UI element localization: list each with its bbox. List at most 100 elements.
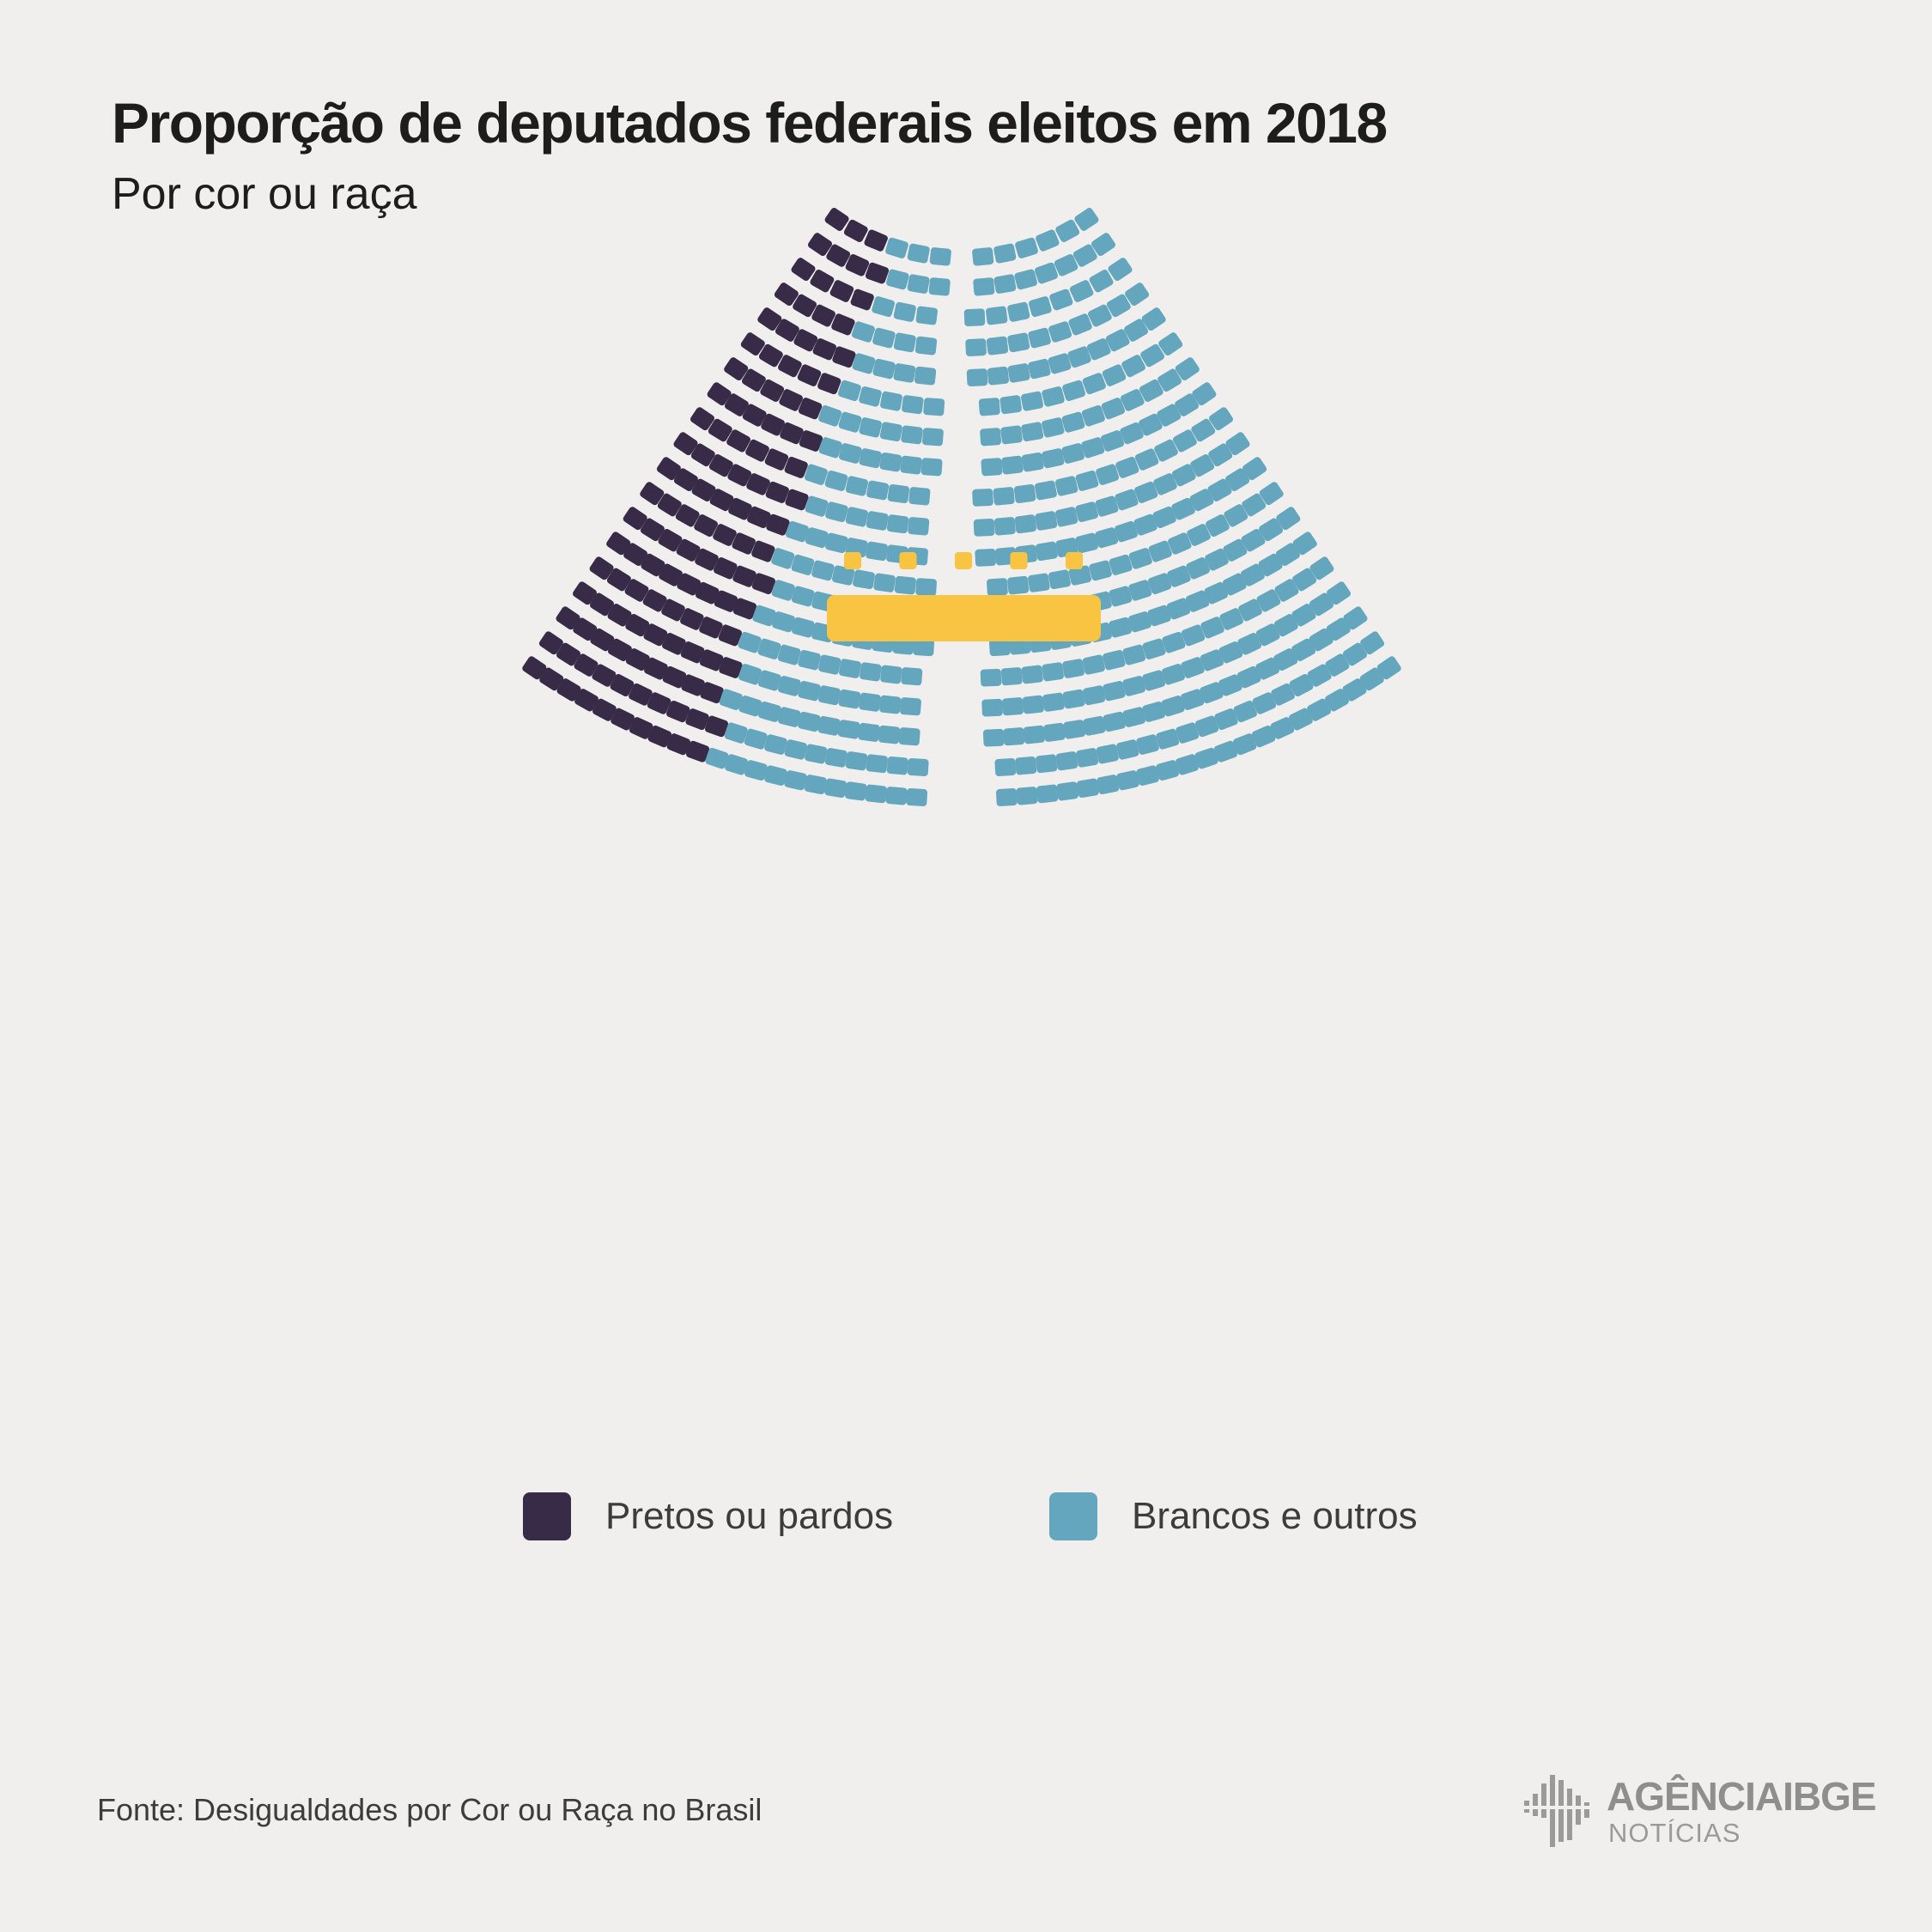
seat-pretos-ou-pardos: [691, 478, 716, 501]
seat-brancos-e-outros: [805, 495, 829, 517]
seat-brancos-e-outros: [1125, 283, 1150, 307]
seat-brancos-e-outros: [1189, 489, 1214, 512]
seat-brancos-e-outros: [1292, 532, 1317, 556]
seat-brancos-e-outros: [1007, 363, 1030, 383]
seat-brancos-e-outros: [824, 778, 848, 799]
seat-brancos-e-outros: [1054, 476, 1078, 496]
seat-brancos-e-outros: [1161, 696, 1185, 717]
seat-pretos-ou-pardos: [590, 592, 614, 617]
seat-brancos-e-outros: [880, 391, 902, 411]
seat-pretos-ou-pardos: [793, 294, 817, 318]
seat-pretos-ou-pardos: [643, 623, 668, 647]
seat-pretos-ou-pardos: [522, 656, 547, 680]
seat-brancos-e-outros: [1242, 493, 1267, 517]
seat-brancos-e-outros: [1162, 664, 1185, 685]
seat-pretos-ou-pardos: [699, 617, 723, 639]
seat-brancos-e-outros: [845, 751, 868, 771]
presiding-seat: [1010, 552, 1028, 569]
seat-pretos-ou-pardos: [766, 513, 790, 536]
seat-brancos-e-outros: [1134, 448, 1159, 471]
seat-pretos-ou-pardos: [732, 532, 756, 555]
seat-brancos-e-outros: [824, 748, 848, 768]
seat-pretos-ou-pardos: [699, 649, 724, 671]
seat-pretos-ou-pardos: [640, 482, 665, 506]
seat-brancos-e-outros: [817, 685, 841, 706]
seat-pretos-ou-pardos: [740, 332, 765, 356]
seat-pretos-ou-pardos: [779, 389, 803, 411]
seat-brancos-e-outros: [872, 358, 896, 380]
seat-pretos-ou-pardos: [811, 304, 835, 327]
seat-brancos-e-outros: [894, 575, 916, 595]
seat-brancos-e-outros: [1271, 683, 1295, 706]
seat-pretos-ou-pardos: [676, 538, 701, 562]
seat-pretos-ou-pardos: [625, 648, 650, 671]
seat-brancos-e-outros: [791, 586, 815, 607]
seat-brancos-e-outros: [1116, 770, 1139, 791]
presiding-table: [827, 595, 1101, 641]
seat-brancos-e-outros: [1256, 589, 1281, 612]
seat-brancos-e-outros: [859, 692, 881, 712]
seat-pretos-ou-pardos: [592, 698, 617, 721]
seat-brancos-e-outros: [1200, 682, 1224, 704]
seat-pretos-ou-pardos: [662, 632, 686, 655]
seat-brancos-e-outros: [1016, 787, 1038, 805]
seat-brancos-e-outros: [1171, 464, 1196, 487]
seat-brancos-e-outros: [1076, 748, 1099, 768]
seat-pretos-ou-pardos: [765, 481, 789, 503]
seat-pretos-ou-pardos: [760, 379, 785, 402]
seat-pretos-ou-pardos: [590, 628, 615, 652]
seat-brancos-e-outros: [1021, 665, 1043, 684]
presiding-seat: [899, 552, 917, 569]
seat-brancos-e-outros: [1142, 638, 1166, 659]
seat-brancos-e-outros: [1036, 784, 1059, 804]
seat-brancos-e-outros: [859, 386, 882, 407]
seat-pretos-ou-pardos: [704, 715, 729, 738]
seat-brancos-e-outros: [1036, 541, 1058, 562]
seat-pretos-ou-pardos: [742, 404, 767, 427]
seat-brancos-e-outros: [719, 689, 743, 710]
seat-brancos-e-outros: [928, 277, 951, 296]
seat-brancos-e-outros: [906, 788, 928, 806]
seat-brancos-e-outros: [1157, 404, 1182, 427]
seat-brancos-e-outros: [1376, 656, 1401, 680]
seat-pretos-ou-pardos: [747, 506, 771, 529]
seat-pretos-ou-pardos: [780, 422, 804, 445]
seat-brancos-e-outros: [825, 532, 848, 554]
seat-brancos-e-outros: [764, 765, 787, 786]
seat-brancos-e-outros: [879, 422, 902, 442]
seat-brancos-e-outros: [837, 720, 860, 739]
seat-pretos-ou-pardos: [831, 313, 855, 336]
seat-brancos-e-outros: [859, 417, 882, 438]
seat-pretos-ou-pardos: [718, 624, 743, 647]
seat-brancos-e-outros: [1157, 368, 1182, 392]
seat-brancos-e-outros: [893, 301, 916, 322]
seat-pretos-ou-pardos: [685, 740, 710, 762]
seat-brancos-e-outros: [1095, 527, 1119, 549]
seat-brancos-e-outros: [1207, 478, 1232, 501]
seat-brancos-e-outros: [1067, 346, 1091, 368]
seat-brancos-e-outros: [1076, 778, 1099, 799]
seat-brancos-e-outros: [1105, 329, 1130, 352]
seat-pretos-ou-pardos: [644, 657, 668, 680]
seat-brancos-e-outros: [705, 747, 729, 769]
seat-brancos-e-outros: [1147, 605, 1171, 627]
seat-brancos-e-outros: [1042, 692, 1065, 712]
seat-pretos-ou-pardos: [680, 608, 704, 630]
seat-brancos-e-outros: [757, 670, 781, 691]
seat-brancos-e-outros: [994, 758, 1017, 776]
seat-brancos-e-outros: [1091, 233, 1115, 257]
seat-brancos-e-outros: [824, 470, 848, 491]
seat-brancos-e-outros: [1291, 638, 1316, 662]
seat-brancos-e-outros: [901, 425, 923, 445]
seat-brancos-e-outros: [1054, 254, 1078, 276]
seat-brancos-e-outros: [1156, 760, 1179, 781]
seat-brancos-e-outros: [1068, 565, 1091, 586]
seat-brancos-e-outros: [929, 247, 951, 266]
seat-pretos-ou-pardos: [677, 573, 702, 596]
seat-brancos-e-outros: [1028, 296, 1052, 318]
seat-pretos-ou-pardos: [673, 432, 698, 456]
chart-subtitle: Por cor ou raça: [112, 169, 417, 219]
seat-brancos-e-outros: [757, 638, 781, 659]
seat-pretos-ou-pardos: [607, 604, 632, 627]
seat-brancos-e-outros: [973, 277, 995, 296]
